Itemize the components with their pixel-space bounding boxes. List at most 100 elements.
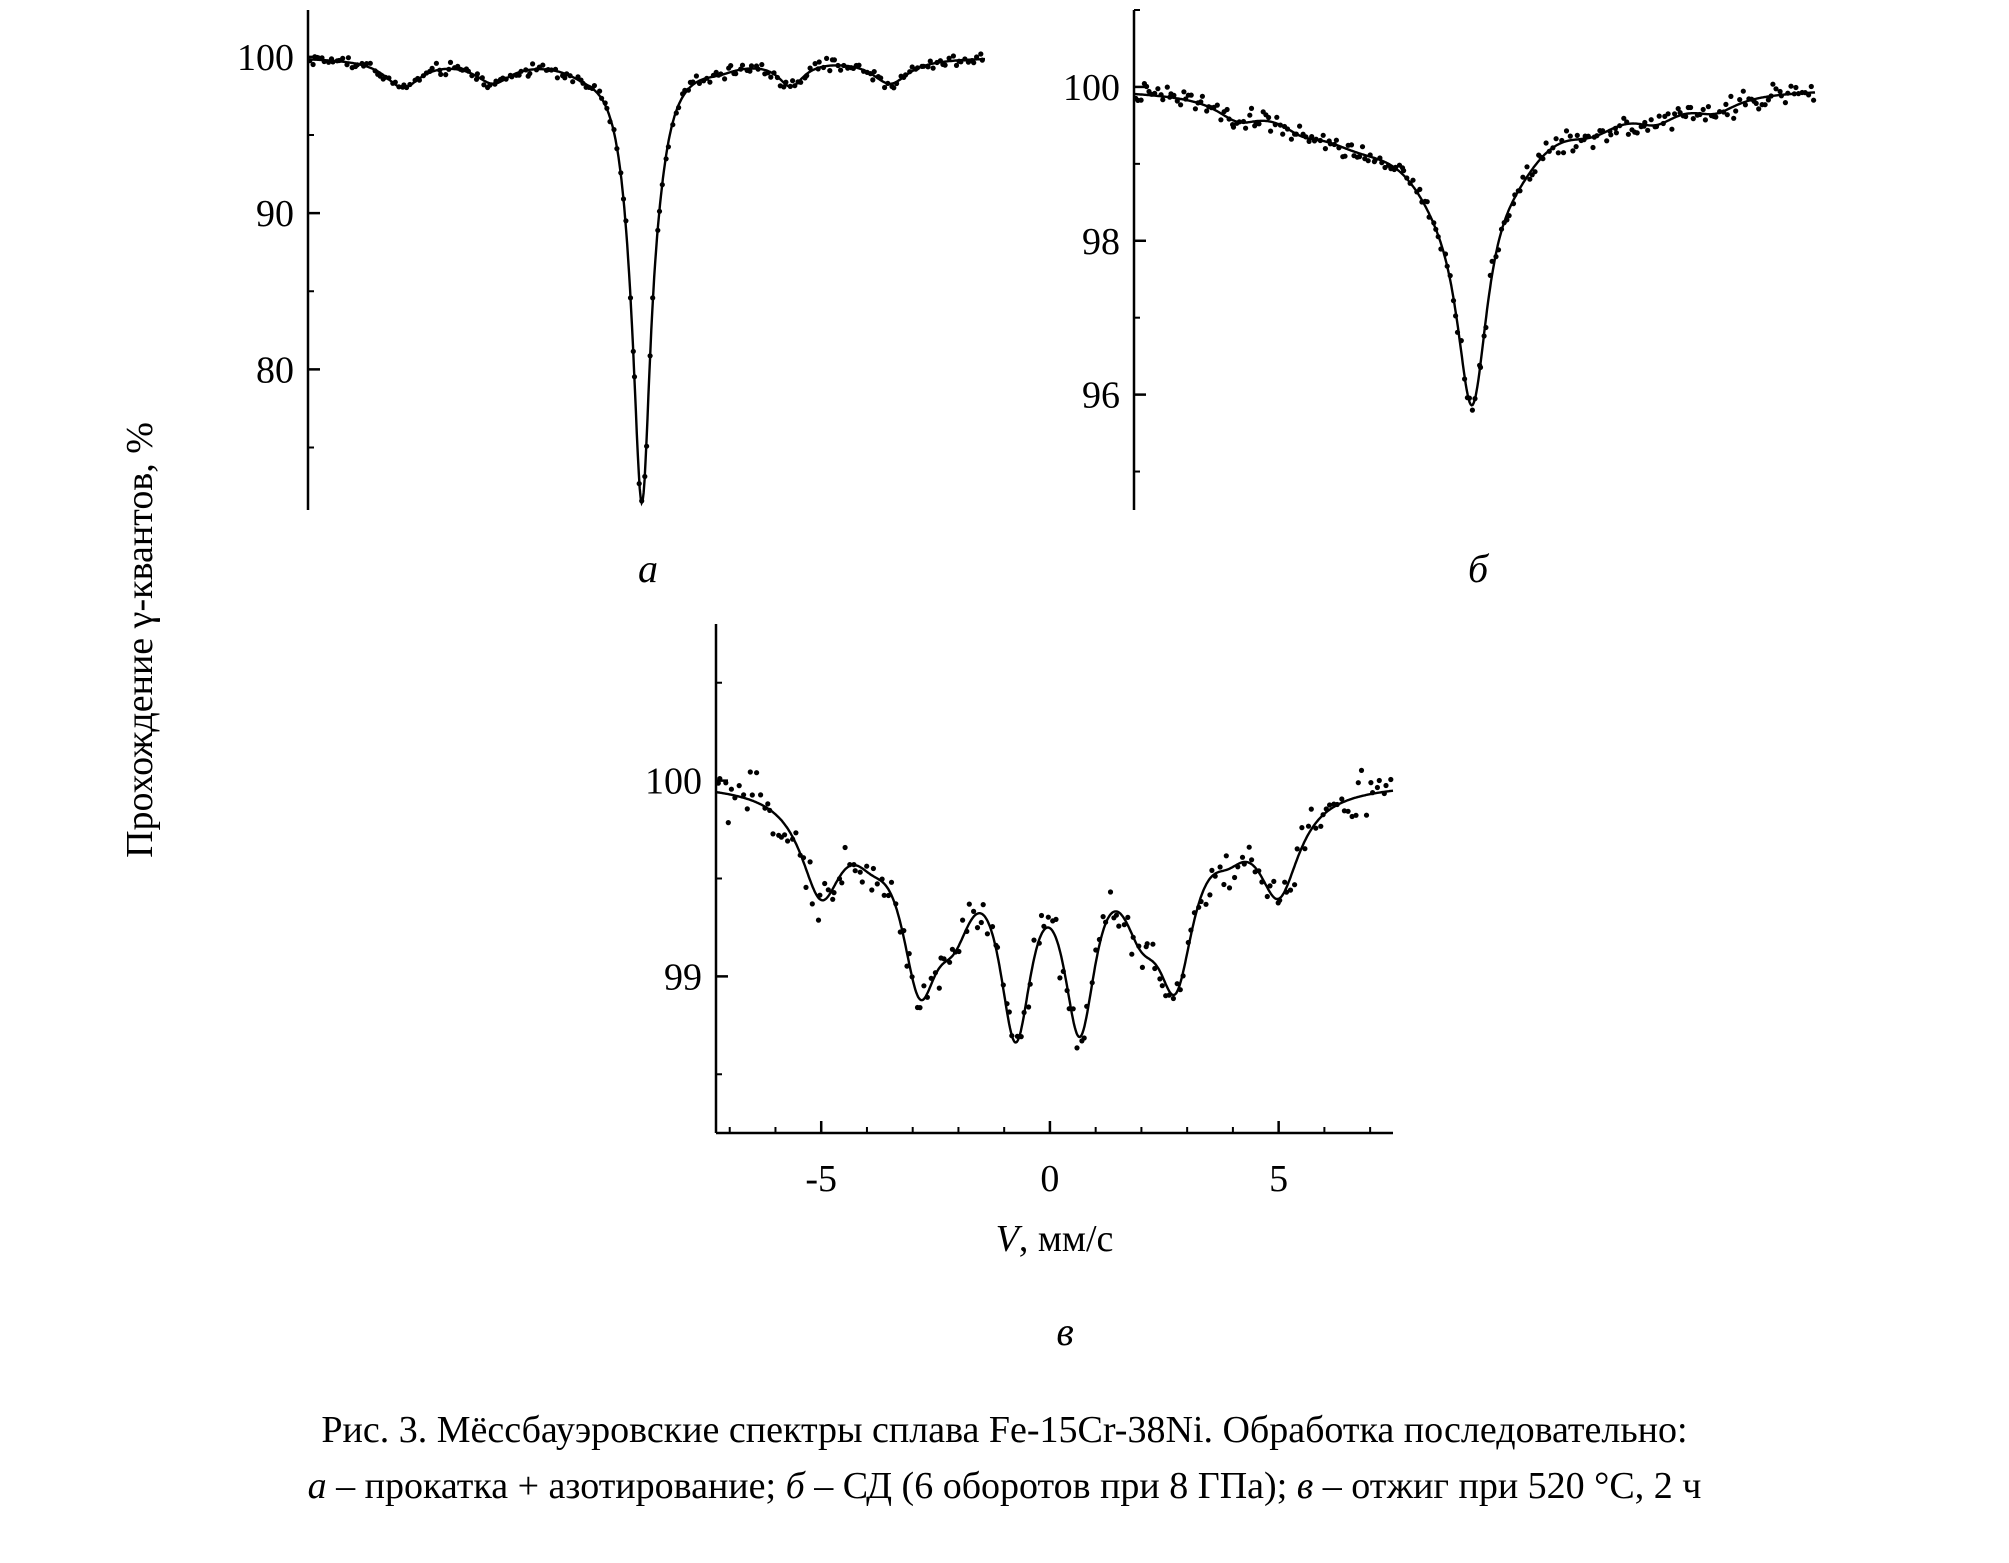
data-point [1057,975,1063,981]
data-point [870,77,876,83]
data-point [1625,131,1631,137]
data-point [1345,808,1351,814]
data-point [1221,881,1227,888]
data-point [1765,97,1771,103]
data-point [1305,823,1312,829]
data-point [864,863,870,869]
data-point [921,983,927,989]
data-point [1274,114,1280,120]
data-point [1107,889,1114,895]
data-point [1621,115,1627,121]
data-point [1782,100,1788,106]
data-point [882,84,888,91]
data-point [1297,123,1303,129]
data-point [1247,112,1253,118]
panel-label: а [638,546,658,591]
data-point [728,786,735,792]
data-point [825,887,831,893]
data-point [749,792,755,798]
panel-label: б [1468,546,1490,591]
data-point [758,792,764,798]
data-point [1218,117,1224,123]
data-point [1363,812,1370,818]
data-point [1026,1004,1032,1010]
data-point [1613,130,1619,136]
data-point [807,65,813,71]
data-point [733,71,739,77]
data-point [747,68,753,74]
caption-line-1: Рис. 3. Мёссбауэровские спектры сплава F… [321,1409,1688,1451]
data-point [980,902,986,908]
data-point [946,55,952,61]
figure-caption: Рис. 3. Мёссбауэровские спектры сплава F… [0,1402,2009,1514]
data-point [447,59,454,65]
data-point [741,792,747,798]
data-point [570,79,576,85]
data-point [1808,83,1814,90]
data-point [527,70,533,77]
data-point [1762,102,1768,108]
data-point [1157,976,1163,982]
data-point [870,865,877,872]
data-point [748,63,755,69]
data-point [1777,88,1783,95]
data-point [345,55,351,61]
data-point [1567,133,1573,139]
caption-line-2: а – прокатка + азотирование; б – СД (6 о… [0,1458,2009,1514]
data-point [1368,780,1374,786]
panel-a: 80 90 100 а [237,10,985,591]
data-point [1688,104,1694,111]
data-point [1527,176,1533,182]
panel-b: 96 98 100 б [1063,9,1817,591]
data-point [1081,1035,1087,1041]
data-point [1204,108,1210,114]
data-point [1724,112,1730,118]
data-point [1232,874,1238,881]
data-point [971,908,977,915]
data-point [1570,148,1576,154]
data-point [1170,995,1176,1002]
x-axis-title-var: V [996,1218,1023,1260]
data-point [984,931,991,937]
panel-label: в [1056,1309,1073,1354]
data-point [1224,106,1230,113]
x-tick-label: 5 [1269,1158,1288,1200]
data-point [1353,812,1359,818]
data-point [881,892,887,898]
data-point [917,1005,923,1011]
data-point [481,82,487,88]
data-point [1563,128,1570,134]
data-point [1672,111,1678,117]
data-point [1246,844,1252,850]
data-point [1271,878,1277,885]
data-point [1249,857,1255,863]
data-point [530,61,536,67]
data-point [790,78,796,84]
data-point [1773,86,1779,92]
data-point [1359,144,1366,150]
data-point [1417,186,1423,192]
data-point [1733,108,1739,114]
data-point [1342,153,1348,159]
data-point [540,62,546,68]
data-point [1053,916,1059,923]
y-tick-label: 98 [1082,221,1120,263]
data-point [930,65,936,71]
data-point [1355,780,1361,786]
data-point [793,830,799,836]
data-point [1203,901,1209,907]
data-point [1226,885,1233,891]
data-point [591,83,598,89]
data-point [1129,951,1135,957]
data-point [1333,137,1339,143]
data-point [1339,796,1345,802]
data-point [1348,142,1355,148]
data-point [1675,106,1681,112]
data-point [1356,154,1363,160]
data-point [1669,126,1675,132]
data-point [1410,177,1416,183]
data-point [1313,825,1319,831]
data-point [1243,125,1249,131]
data-point [1045,914,1051,920]
